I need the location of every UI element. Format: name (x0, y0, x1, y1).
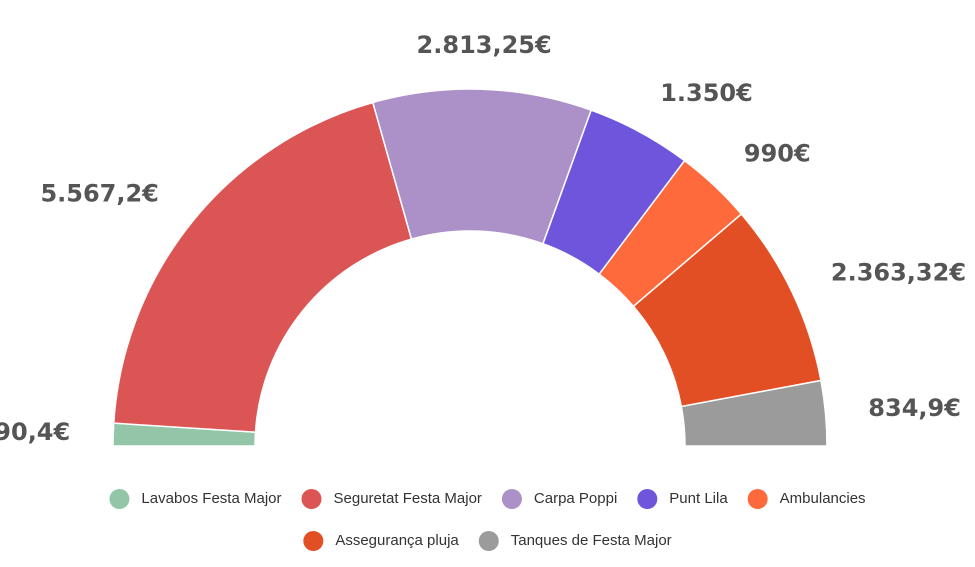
value-label-lavabos-festa-major: 290,4€ (0, 418, 70, 446)
legend-label-tanques-de-festa-major: Tanques de Festa Major (511, 532, 672, 549)
legend-marker-tanques-de-festa-major (478, 531, 499, 551)
legend-marker-carpa-poppi (501, 489, 522, 509)
value-label-asseguranca-pluja: 2.363,32€ (831, 259, 966, 287)
legend-item-seguretat-festa-major[interactable]: Seguretat Festa Major (301, 489, 482, 509)
chart-legend: Lavabos Festa Major Seguretat Festa Major… (109, 489, 866, 551)
legend-marker-lavabos-festa-major (109, 489, 130, 509)
slice-tanques-de-festa-major[interactable] (680, 379, 828, 447)
chart-slices (112, 88, 828, 447)
value-label-ambulancies: 990€ (744, 139, 811, 167)
legend-item-punt-lila[interactable]: Punt Lila (637, 489, 728, 509)
legend-item-tanques-de-festa-major[interactable]: Tanques de Festa Major (478, 531, 672, 551)
value-label-tanques-de-festa-major: 834,9€ (868, 394, 961, 422)
value-label-seguretat-festa-major: 5.567,2€ (40, 180, 158, 208)
chart-value-labels: 290,4€ 5.567,2€ 2.813,25€ 1.350€ 990€ 2.363,3… (0, 31, 966, 446)
legend-item-asseguranca-pluja[interactable]: Assegurança pluja (303, 531, 459, 551)
slice-seguretat-festa-major[interactable] (112, 101, 413, 434)
legend-marker-asseguranca-pluja (303, 531, 324, 551)
legend-label-asseguranca-pluja: Assegurança pluja (335, 532, 459, 549)
legend-label-carpa-poppi: Carpa Poppi (534, 490, 617, 507)
legend-label-seguretat-festa-major: Seguretat Festa Major (334, 490, 482, 507)
legend-label-punt-lila: Punt Lila (669, 490, 728, 507)
value-label-carpa-poppi: 2.813,25€ (417, 31, 552, 59)
legend-marker-punt-lila (637, 489, 658, 509)
legend-item-lavabos-festa-major[interactable]: Lavabos Festa Major (109, 489, 282, 509)
legend-label-ambulancies: Ambulancies (780, 490, 866, 507)
legend-item-carpa-poppi[interactable]: Carpa Poppi (501, 489, 617, 509)
legend-item-ambulancies[interactable]: Ambulancies (747, 489, 866, 509)
value-label-punt-lila: 1.350€ (660, 79, 753, 107)
legend-marker-ambulancies (747, 489, 768, 509)
legend-label-lavabos-festa-major: Lavabos Festa Major (141, 490, 281, 507)
legend-marker-seguretat-festa-major (301, 489, 322, 509)
